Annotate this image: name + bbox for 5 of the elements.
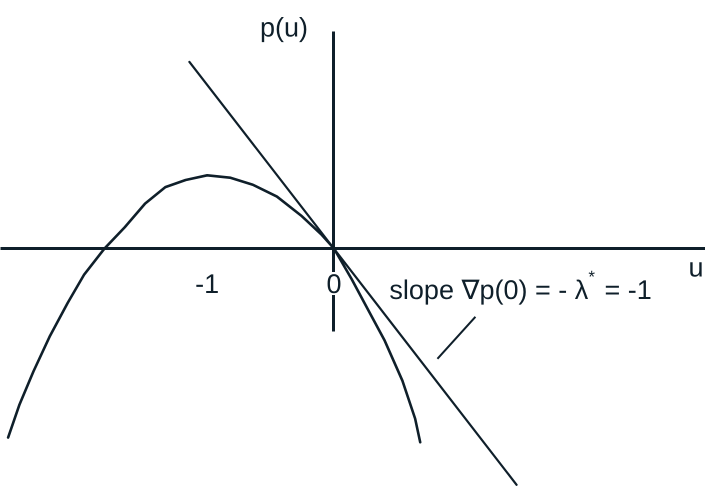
x-axis-title: u xyxy=(688,252,704,283)
x-tick-label: 0 xyxy=(326,269,342,300)
annotation: slope ∇p(0) = - λ* = -1 xyxy=(389,267,652,305)
y-axis-title: p(u) xyxy=(260,12,308,42)
x-tick-label: -1 xyxy=(195,269,220,300)
